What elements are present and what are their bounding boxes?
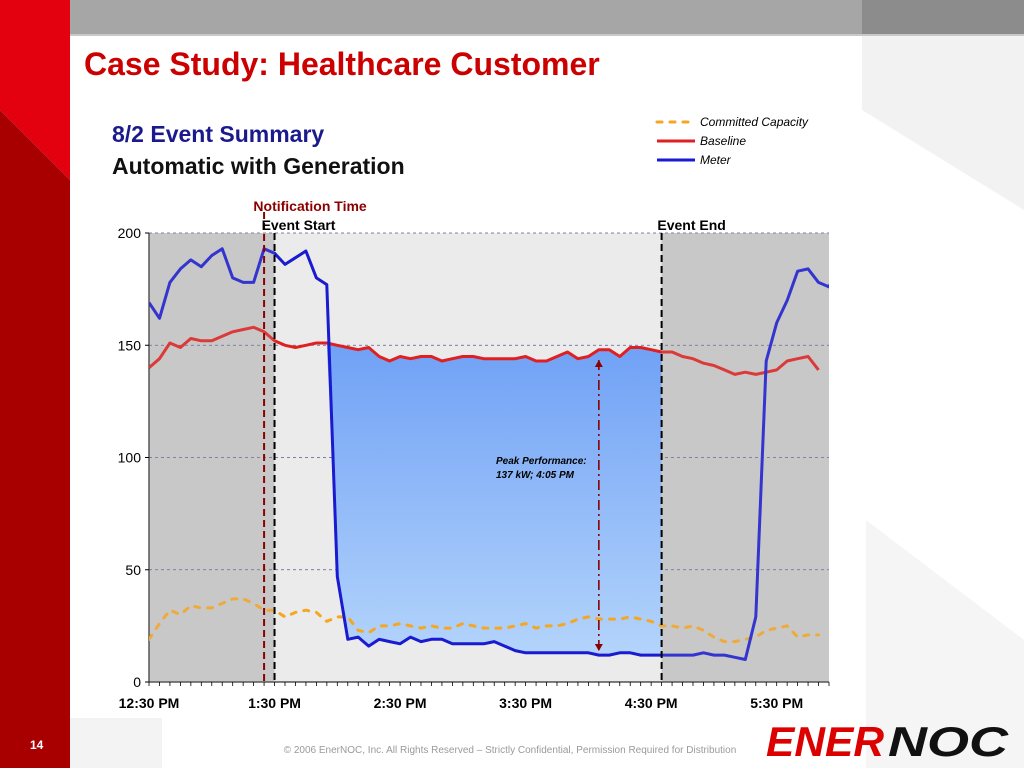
load-reduction-area	[274, 340, 662, 656]
event-start-label: Event Start	[262, 217, 336, 233]
y-tick-label: 200	[118, 225, 142, 241]
legend-label: Committed Capacity	[700, 115, 809, 129]
event-summary-heading: 8/2 Event Summary	[112, 121, 325, 147]
y-tick-label: 50	[125, 562, 141, 578]
x-tick-label: 3:30 PM	[499, 695, 552, 711]
event-summary-subheading: Automatic with Generation	[112, 153, 405, 179]
peak-performance-value: 137 kW; 4:05 PM	[496, 470, 575, 481]
x-tick-label: 5:30 PM	[750, 695, 803, 711]
x-tick-label: 2:30 PM	[374, 695, 427, 711]
y-tick-label: 0	[133, 674, 141, 690]
peak-performance-label: Peak Performance:	[496, 456, 587, 467]
peak-arrow-head-top	[594, 359, 603, 367]
slide-number: 14	[30, 738, 44, 752]
series-line-committed-capacity	[149, 597, 820, 644]
notification-time-label: Notification Time	[253, 198, 367, 214]
peak-arrow-head-bottom	[594, 644, 603, 652]
legend-label: Meter	[700, 153, 732, 167]
enernoc-logo: ENER NOC	[766, 718, 1009, 762]
y-tick-label: 100	[118, 450, 142, 466]
post-event-overlay	[661, 233, 829, 682]
pre-event-overlay	[149, 233, 275, 682]
event-end-label: Event End	[657, 217, 725, 233]
x-tick-label: 1:30 PM	[248, 695, 301, 711]
copyright-footer: © 2006 EnerNOC, Inc. All Rights Reserved…	[283, 745, 737, 756]
slide-title: Case Study: Healthcare Customer	[84, 46, 600, 82]
series-line-baseline	[149, 325, 820, 376]
y-tick-label: 150	[118, 337, 142, 353]
logo-text-ener: ENER	[766, 718, 885, 762]
logo-text-noc: NOC	[888, 718, 1009, 762]
legend-label: Baseline	[700, 134, 746, 148]
x-tick-label: 12:30 PM	[119, 695, 180, 711]
x-tick-label: 4:30 PM	[625, 695, 678, 711]
